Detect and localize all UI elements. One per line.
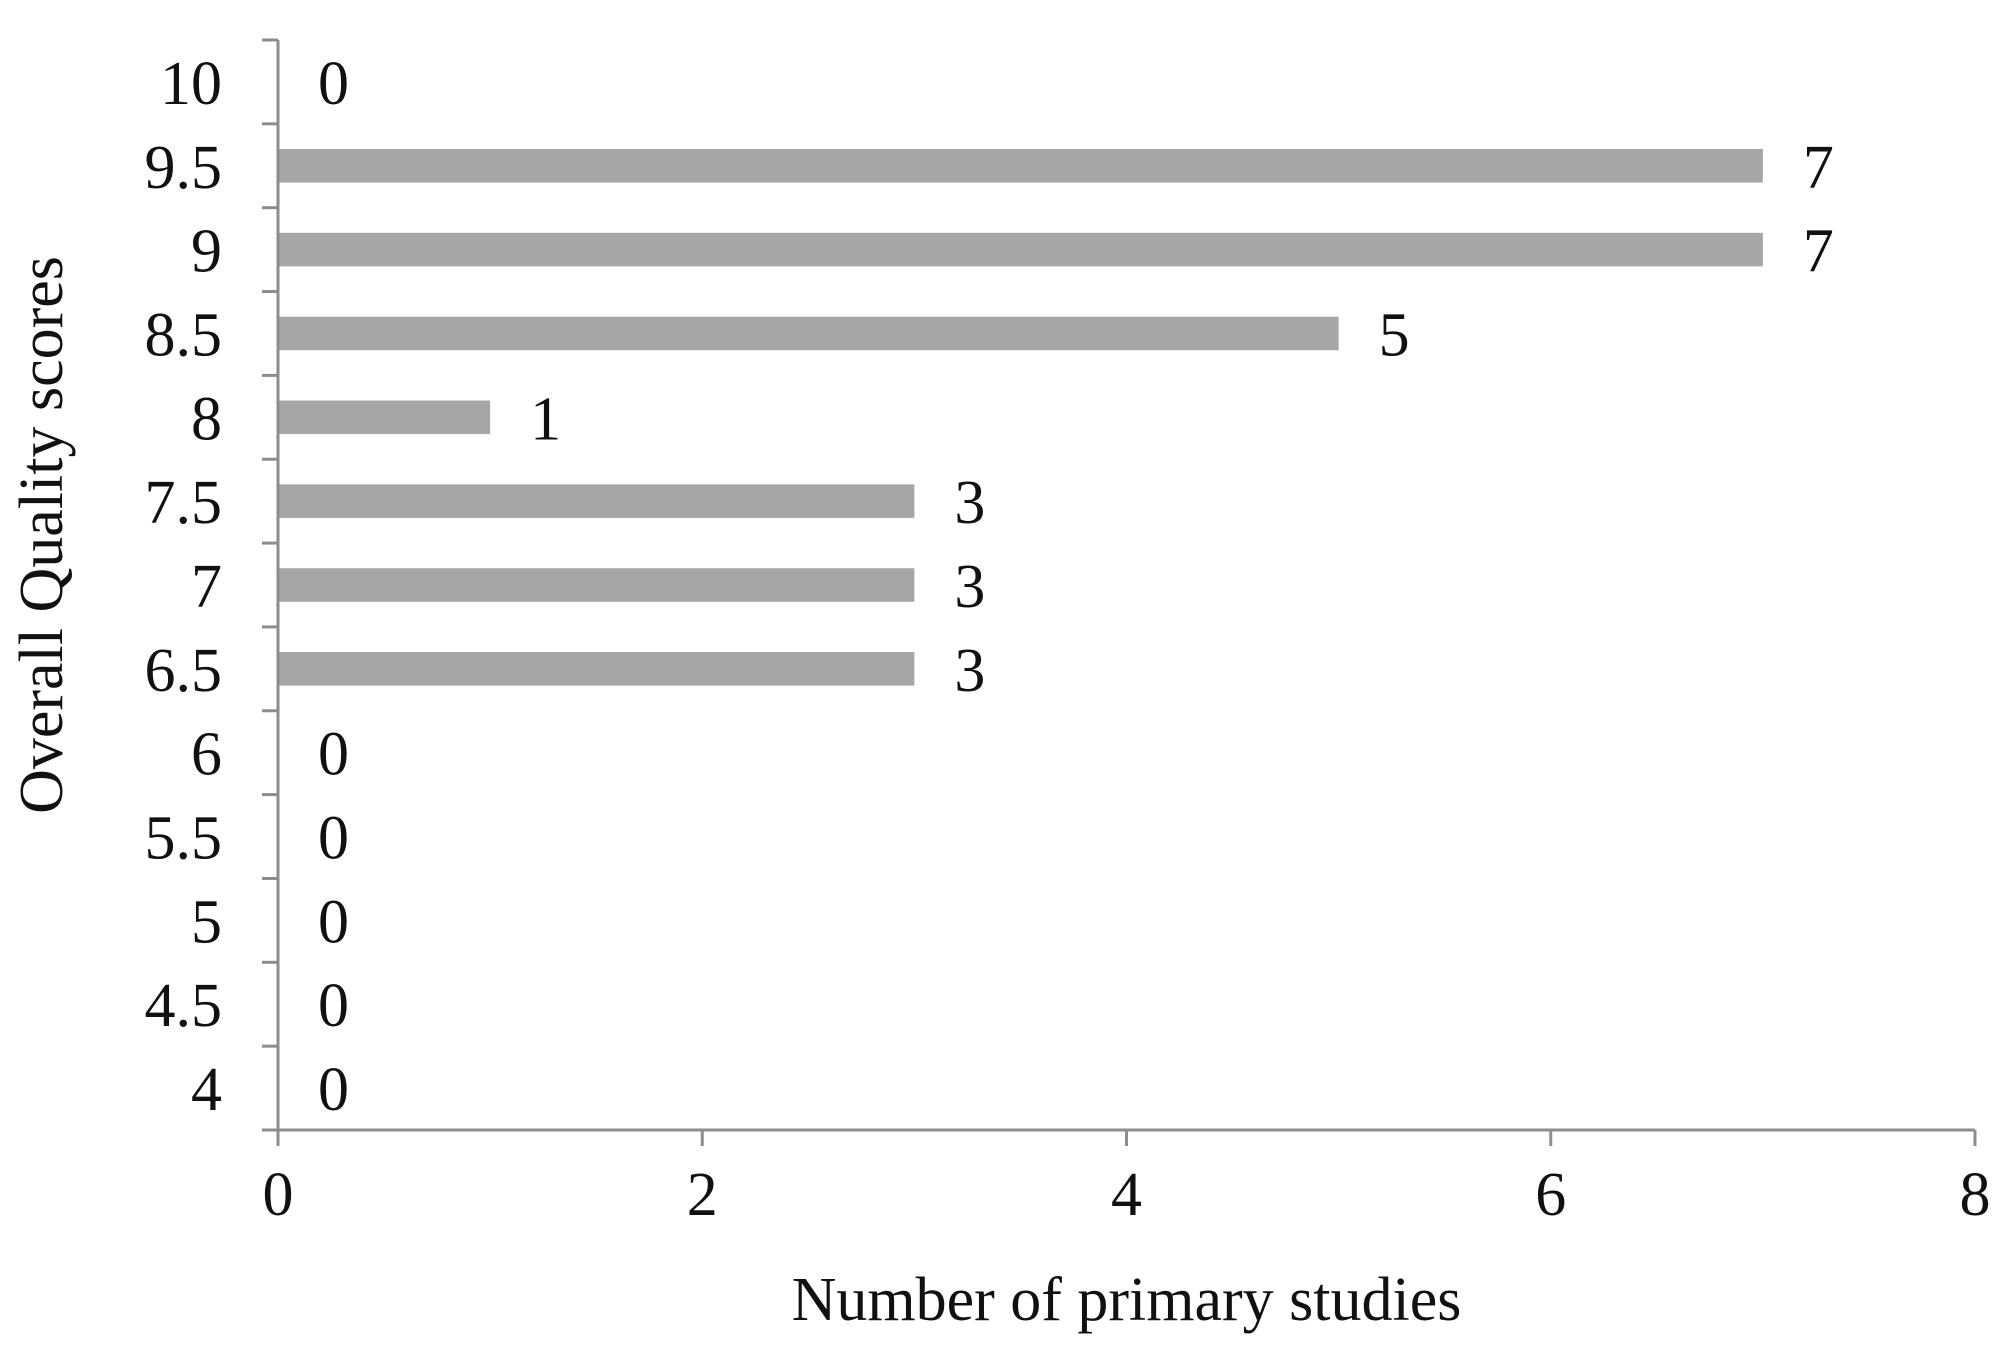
y-tick-label-6: 6 — [191, 721, 222, 789]
bar-7.5 — [278, 484, 915, 518]
y-axis-title: Overall Quality scores — [8, 256, 76, 814]
y-tick-label-9: 9 — [191, 218, 222, 286]
x-tick-label-6: 6 — [1535, 1161, 1566, 1229]
data-label-5.5: 0 — [318, 805, 349, 873]
y-tick-label-4.5: 4.5 — [145, 972, 223, 1040]
x-tick-label-4: 4 — [1111, 1161, 1142, 1229]
y-tick-label-6.5: 6.5 — [145, 637, 223, 705]
bar-7 — [278, 568, 915, 602]
data-label-5: 0 — [318, 888, 349, 956]
y-tick-label-5: 5 — [191, 888, 222, 956]
x-tick-label-8: 8 — [1960, 1161, 1991, 1229]
bar-9 — [278, 232, 1763, 267]
y-tick-label-7: 7 — [191, 553, 222, 621]
data-label-4.5: 0 — [318, 972, 349, 1040]
bar-8.5 — [278, 316, 1339, 351]
bars-layer — [278, 149, 1763, 686]
data-label-4: 0 — [318, 1056, 349, 1124]
y-tick-label-9.5: 9.5 — [145, 134, 223, 202]
x-tick-label-0: 0 — [263, 1161, 294, 1229]
data-label-8: 1 — [530, 385, 561, 453]
data-label-7: 3 — [954, 553, 985, 621]
y-tick-label-8.5: 8.5 — [145, 301, 223, 369]
data-label-9: 7 — [1803, 218, 1834, 286]
data-label-6.5: 3 — [954, 637, 985, 705]
data-label-6: 0 — [318, 721, 349, 789]
x-tick-label-2: 2 — [687, 1161, 718, 1229]
y-tick-label-10: 10 — [160, 50, 222, 118]
data-label-10: 0 — [318, 50, 349, 118]
data-label-8.5: 5 — [1379, 301, 1410, 369]
bar-9.5 — [278, 149, 1763, 183]
bar-8 — [278, 400, 491, 435]
y-tick-label-5.5: 5.5 — [145, 805, 223, 873]
y-tick-label-4: 4 — [191, 1056, 222, 1124]
y-tick-label-7.5: 7.5 — [145, 469, 223, 537]
axes-layer: 109.598.587.576.565.554.540 2 4 6 8 — [145, 38, 1991, 1229]
data-label-7.5: 3 — [954, 469, 985, 537]
bar-6.5 — [278, 652, 915, 686]
data-label-9.5: 7 — [1803, 134, 1834, 202]
y-tick-label-8: 8 — [191, 385, 222, 453]
data-labels-layer: 0 7 7 5 1 3 3 3 0 0 0 0 0 — [318, 50, 1834, 1124]
x-axis-title: Number of primary studies — [792, 1266, 1462, 1334]
